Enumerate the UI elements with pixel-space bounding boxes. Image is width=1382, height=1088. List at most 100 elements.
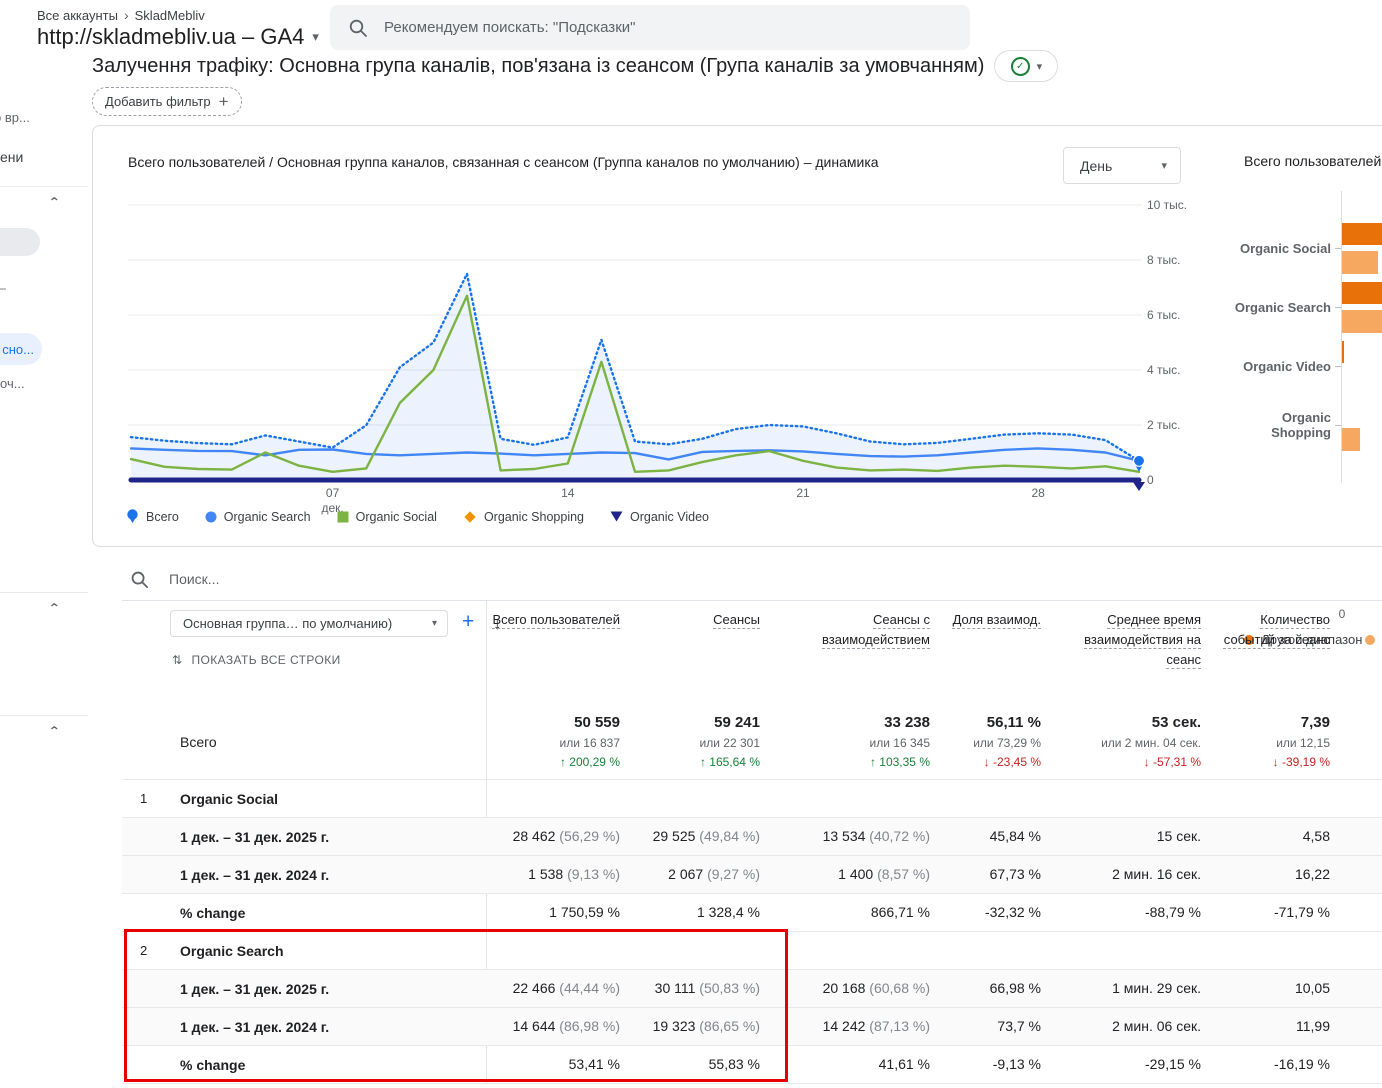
metric-cell: 13 534 (40,72 %) — [822, 828, 930, 844]
arrow-down-icon: ↓ — [983, 755, 990, 769]
column-header[interactable]: Среднее время взаимодействия на сеанс — [1084, 612, 1201, 667]
dimension-selector-value: Основная группа… по умолчанию) — [183, 616, 393, 631]
breadcrumb-current[interactable]: SkladMebliv — [134, 7, 205, 23]
metric-cell: -29,15 % — [1144, 1056, 1201, 1072]
metric-cell: -88,79 % — [1144, 904, 1201, 920]
bar-axis-tick — [1335, 425, 1341, 426]
chevron-up-icon[interactable]: ⌃ — [48, 724, 61, 739]
channel-name: Organic Search — [180, 943, 284, 959]
table-search-input[interactable]: Поиск... — [122, 558, 1382, 600]
column-header[interactable]: Всего пользователей — [492, 612, 620, 627]
property-title: http://skladmebliv.ua – GA4 — [37, 24, 305, 49]
search-icon — [131, 571, 149, 588]
breadcrumb-root[interactable]: Все аккаунты — [37, 7, 118, 23]
totals-metric-cell: 33 238 или 16 345 ↑ 103,35 % — [869, 714, 930, 769]
sidebar-item-truncated[interactable]: о вр... — [0, 110, 30, 125]
legend-item[interactable]: Organic Search — [205, 510, 311, 524]
bar-chart-axis — [1341, 191, 1342, 483]
arrow-up-icon: ↑ — [699, 755, 706, 769]
y-tick-label: 6 тыс. — [1147, 308, 1181, 322]
sidebar-item-truncated[interactable]: ени — [0, 149, 24, 165]
bar-segment[interactable] — [1342, 310, 1382, 333]
x-tick-label: 14 — [561, 486, 575, 500]
bar-category-label: Organic Social — [1239, 241, 1331, 256]
property-switcher[interactable]: http://skladmebliv.ua – GA4 ▾ — [37, 24, 319, 50]
sort-descending-icon: ↓ — [493, 614, 502, 633]
metric-cell: 14 242 (87,13 %) — [822, 1018, 930, 1034]
metric-cell: 1 328,4 % — [696, 904, 760, 920]
divider — [122, 600, 1382, 601]
legend-item[interactable]: Organic Social — [337, 510, 437, 524]
legend-label: Organic Video — [630, 509, 710, 524]
sidebar-item-fragment — [0, 288, 6, 290]
line-chart-legend: Всего Organic Search Organic Social Organic… — [126, 509, 709, 524]
metric-cell: 14 644 (86,98 %) — [512, 1018, 620, 1034]
metric-cell: 866,71 % — [870, 904, 930, 920]
bar-axis-tick — [1335, 248, 1341, 249]
chevron-down-icon: ▾ — [1036, 60, 1043, 73]
table-row: 1 дек. – 31 дек. 2025 г. 28 462 (56,29 %)… — [122, 818, 1382, 856]
column-header[interactable]: Сеансы с взаимодействием — [822, 612, 930, 647]
dimension-selector[interactable]: Основная группа… по умолчанию) ▾ — [170, 610, 448, 637]
metric-cell: 53,41 % — [568, 1056, 620, 1072]
legend-item[interactable]: Organic Shopping — [463, 510, 584, 524]
global-search-input[interactable]: Рекомендуем поискать: "Подсказки" — [330, 5, 970, 50]
data-quality-badge[interactable]: ✓ ▾ — [994, 50, 1059, 82]
sidebar-item-hover-pill[interactable] — [0, 228, 40, 256]
global-search-placeholder: Рекомендуем поискать: "Подсказки" — [384, 19, 636, 36]
metric-cell: 2 мин. 06 сек. — [1112, 1018, 1201, 1034]
granularity-value: День — [1080, 157, 1113, 174]
chevron-up-icon[interactable]: ⌃ — [48, 195, 61, 210]
sidebar-item-truncated[interactable]: оч... — [0, 376, 25, 391]
add-filter-button[interactable]: Добавить фильтр + — [92, 87, 242, 116]
metric-cell: -32,32 % — [984, 904, 1041, 920]
legend-item[interactable]: Organic Video — [610, 510, 709, 524]
legend-item[interactable]: Всего — [126, 509, 179, 524]
metric-cell: 1 538 (9,13 %) — [528, 866, 620, 882]
metric-cell: -16,19 % — [1273, 1056, 1330, 1072]
chevron-down-icon: ▾ — [1161, 160, 1167, 172]
check-circle-icon: ✓ — [1010, 56, 1030, 76]
bar-axis-tick — [1335, 307, 1341, 308]
add-dimension-button[interactable]: + — [462, 610, 475, 633]
show-all-rows-button[interactable]: ⇅ ПОКАЗАТЬ ВСЕ СТРОКИ — [172, 653, 341, 667]
totals-label: Всего — [180, 734, 217, 750]
metric-cell: 73,7 % — [997, 1018, 1041, 1034]
column-header[interactable]: Доля взаимод. — [952, 612, 1041, 627]
bar-chart-legend-item: Д — [1365, 632, 1382, 647]
row-index: 1 — [140, 791, 148, 806]
bar-segment[interactable] — [1342, 428, 1360, 451]
totals-metric-cell: 50 559 или 16 837 ↑ 200,29 % — [559, 714, 620, 769]
metric-cell: -9,13 % — [992, 1056, 1041, 1072]
sidebar-item-selected[interactable]: сно... — [0, 333, 42, 365]
metric-cell: 1 400 (8,57 %) — [838, 866, 930, 882]
row-label: 1 дек. – 31 дек. 2025 г. — [180, 981, 330, 997]
metric-cell: 45,84 % — [989, 828, 1041, 844]
metric-cell: 28 462 (56,29 %) — [512, 828, 620, 844]
bar-category-label: Organic Search — [1234, 300, 1331, 315]
column-header[interactable]: Сеансы — [713, 612, 760, 627]
metric-cell: 30 111 (50,83 %) — [654, 980, 760, 996]
bar-segment[interactable] — [1342, 223, 1382, 245]
chevron-down-icon: ▾ — [431, 618, 437, 629]
legend-label: Organic Social — [355, 509, 437, 524]
bar-chart-legend-item: Другой диапазон — [1244, 632, 1362, 647]
column-header[interactable]: Количество событий за сеанс — [1223, 612, 1330, 647]
table-row: 1 дек. – 31 дек. 2024 г. 1 538 (9,13 %) 2 … — [122, 856, 1382, 894]
bar-segment[interactable] — [1342, 282, 1382, 304]
search-icon — [349, 19, 367, 37]
metric-cell: 22 466 (44,44 %) — [512, 980, 620, 996]
y-tick-label: 4 тыс. — [1147, 363, 1181, 377]
breadcrumb[interactable]: Все аккаунты › SkladMebliv — [37, 7, 205, 23]
arrow-up-icon: ↑ — [869, 755, 876, 769]
bar-segment[interactable] — [1342, 251, 1378, 274]
granularity-select[interactable]: День ▾ — [1063, 147, 1181, 184]
balloon-icon — [126, 509, 139, 524]
line-chart-title: Всего пользователей / Основная группа ка… — [128, 154, 879, 170]
channel-name: Organic Social — [180, 791, 279, 807]
bar-segment[interactable] — [1342, 341, 1344, 363]
totals-metric-cell: 56,11 % или 73,29 % ↓ -23,45 % — [973, 714, 1041, 769]
chevron-up-icon[interactable]: ⌃ — [48, 601, 61, 616]
metric-cell: 4,58 — [1302, 828, 1330, 844]
bar-axis-tick — [1335, 366, 1341, 367]
